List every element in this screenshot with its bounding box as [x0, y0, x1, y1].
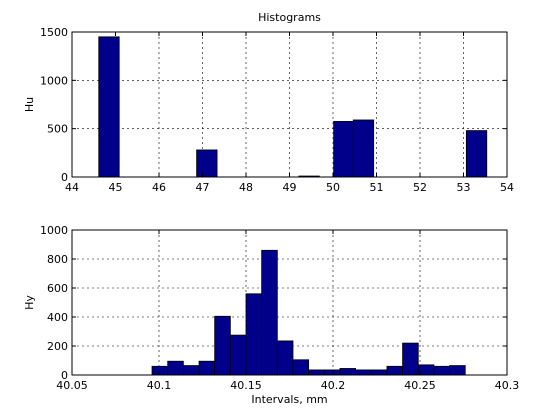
chart-title: Histograms — [258, 11, 321, 24]
y-tick-label: 400 — [47, 311, 68, 324]
histogram-bar — [370, 369, 388, 376]
histogram-bar — [355, 369, 372, 376]
x-tick-label: 49 — [283, 181, 297, 194]
y-axis-label: Hy — [23, 295, 36, 310]
top-histogram: 44 45 46 47 48 49 50 51 52 53 54 0 500 1000 1500 Histog… — [23, 11, 514, 194]
histogram-bar — [245, 293, 263, 376]
x-tick-label: 40.15 — [230, 379, 262, 392]
y-tick-label: 1000 — [40, 74, 68, 87]
y-tick-label: 200 — [47, 340, 68, 353]
histogram-bar — [433, 365, 450, 376]
x-tick-label: 51 — [370, 181, 384, 194]
y-tick-label: 500 — [47, 123, 68, 136]
bottom-histogram: 40.05 40.1 40.15 40.2 40.25 40.3 0 200 400 600 800… — [23, 224, 519, 406]
x-tick-label: 52 — [413, 181, 427, 194]
histogram-bar — [386, 365, 404, 376]
x-tick-label: 40.3 — [495, 379, 520, 392]
histogram-bar — [352, 119, 375, 178]
y-tick-label: 1000 — [40, 224, 68, 237]
x-tick-label: 54 — [500, 181, 514, 194]
x-tick-label: 47 — [196, 181, 210, 194]
histogram-bar — [465, 130, 488, 178]
histogram-bar — [151, 365, 169, 376]
histogram-bar — [402, 342, 419, 376]
x-tick-label: 45 — [109, 181, 123, 194]
histogram-bar — [417, 364, 435, 376]
histogram-bar — [182, 365, 200, 376]
histogram-bar — [449, 365, 466, 376]
x-tick-label: 44 — [65, 181, 79, 194]
x-tick-label: 50 — [326, 181, 340, 194]
y-tick-label: 0 — [61, 369, 68, 382]
histogram-bar — [333, 121, 355, 178]
y-axis-label: Hu — [23, 97, 36, 112]
histogram-bar — [167, 360, 184, 376]
y-tick-label: 800 — [47, 253, 68, 266]
axes-frame — [71, 229, 508, 376]
histogram-bar — [98, 36, 120, 178]
histogram-bar — [261, 249, 278, 376]
x-tick-label: 53 — [457, 181, 471, 194]
y-tick-label: 1500 — [40, 26, 68, 39]
histogram-bar — [339, 368, 357, 376]
histogram-bar — [292, 359, 310, 376]
y-tick-label: 600 — [47, 282, 68, 295]
x-tick-label: 48 — [239, 181, 253, 194]
histogram-bar — [196, 149, 218, 178]
histogram-bar — [198, 360, 216, 376]
histogram-bar — [308, 369, 325, 376]
x-tick-label: 40.25 — [404, 379, 436, 392]
x-axis-label: Intervals, mm — [251, 393, 327, 406]
histogram-bar — [214, 315, 231, 376]
x-tick-label: 40.1 — [147, 379, 172, 392]
x-tick-label: 40.2 — [321, 379, 346, 392]
x-tick-label: 46 — [152, 181, 166, 194]
histogram-bar — [323, 369, 341, 376]
histogram-bar — [229, 334, 247, 376]
y-tick-label: 0 — [61, 171, 68, 184]
histogram-bar — [276, 340, 294, 376]
x-tick-label: 40.05 — [56, 379, 88, 392]
